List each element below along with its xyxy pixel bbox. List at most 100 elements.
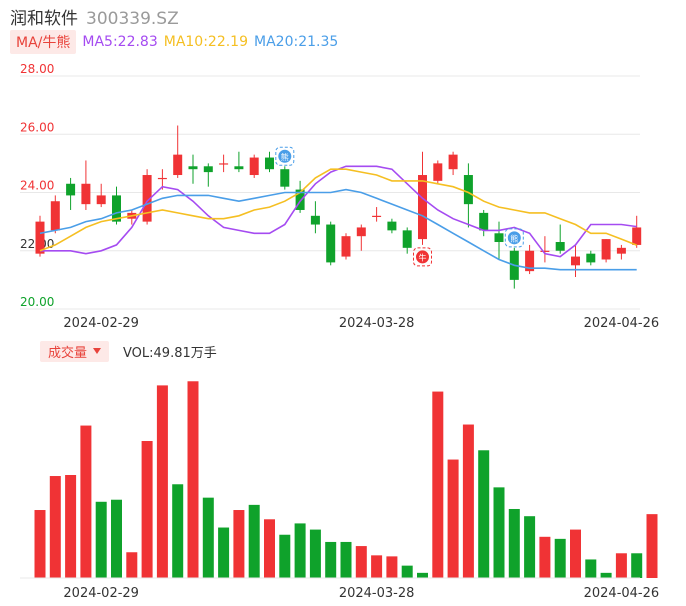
candle-body <box>372 215 382 217</box>
candle-body <box>234 166 244 170</box>
candle-body <box>479 212 489 231</box>
volume-legend: 成交量 VOL:49.81万手 <box>40 340 217 362</box>
marker-dot <box>278 149 292 163</box>
volume-bar <box>65 475 77 578</box>
ma10-legend: MA10:22.19 <box>163 34 249 50</box>
x-tick-label: 2024-03-28 <box>339 316 415 331</box>
candle-body <box>66 183 76 196</box>
volume-bar <box>218 527 230 578</box>
x-tick-label: 2024-02-29 <box>63 316 139 331</box>
volume-bar <box>340 541 352 578</box>
candle-body <box>96 195 106 205</box>
candle-body <box>433 163 443 181</box>
volume-bar <box>554 538 566 578</box>
volume-bar <box>111 499 122 578</box>
ma20-legend: MA20:21.35 <box>254 34 339 50</box>
candle-body <box>632 227 642 245</box>
volume-bar <box>172 484 184 578</box>
y-tick-label: 24.00 <box>20 179 54 193</box>
volume-bar <box>49 476 61 578</box>
candle-body <box>555 242 565 251</box>
volume-indicator-label: 成交量 <box>48 345 88 361</box>
candle-body <box>50 201 60 231</box>
caret-down-icon <box>93 348 102 354</box>
volume-bar <box>325 541 337 578</box>
volume-bar <box>539 536 551 578</box>
y-tick-label: 20.00 <box>20 295 54 309</box>
candle-body <box>157 177 167 180</box>
volume-bar <box>493 487 505 578</box>
y-tick-label: 28.00 <box>20 62 54 76</box>
volume-bar <box>615 553 627 578</box>
marker-frame <box>413 247 432 267</box>
volume-indicator-dropdown[interactable]: 成交量 <box>40 340 110 362</box>
volume-bar <box>202 497 214 578</box>
volume-bar <box>248 504 260 578</box>
candle-body <box>203 166 213 173</box>
volume-bar <box>95 501 107 578</box>
volume-bar <box>126 552 138 578</box>
volume-bar <box>187 381 199 578</box>
marker-dot <box>507 231 521 245</box>
candle-body <box>571 256 580 266</box>
candle-body <box>463 175 473 205</box>
candle-body <box>418 175 427 240</box>
volume-value: VOL:49.81万手 <box>123 345 217 361</box>
candle-body <box>402 230 412 248</box>
volume-bar <box>462 424 474 578</box>
bear-marker-icon: 熊 <box>275 146 295 166</box>
candle-body <box>81 183 91 205</box>
x-tick-label: 2024-04-26 <box>584 316 660 331</box>
volume-bar <box>478 450 490 578</box>
candle-body <box>112 195 121 222</box>
volume-bar <box>156 385 168 578</box>
candle-body <box>295 189 305 210</box>
volume-bar <box>309 529 321 578</box>
x-tick-label: 2024-02-29 <box>63 586 139 601</box>
volume-bar <box>371 555 383 578</box>
volume-bar <box>233 510 245 578</box>
ma-indicator-tag[interactable]: MA/牛熊 <box>10 30 77 54</box>
volume-bar <box>432 391 444 578</box>
candle-body <box>326 224 336 263</box>
ma-legend: MA/牛熊 MA5:22.83 MA10:22.19 MA20:21.35 <box>10 30 339 54</box>
candle-body <box>601 239 611 260</box>
ma20-line <box>39 188 637 271</box>
volume-bar <box>508 508 520 578</box>
candle-body <box>341 236 351 257</box>
volume-bar <box>141 441 153 578</box>
candle-body <box>448 154 458 170</box>
marker-text: 熊 <box>281 152 289 162</box>
candle-body <box>280 169 290 187</box>
marker-text: 熊 <box>510 233 518 243</box>
volume-bar <box>524 516 536 578</box>
volume-bar <box>585 559 597 578</box>
marker-frame <box>504 228 524 248</box>
x-tick-label: 2024-04-26 <box>584 586 660 601</box>
volume-bar <box>401 565 413 578</box>
volume-bar <box>417 572 428 578</box>
volume-bar <box>355 546 367 578</box>
marker-dot <box>416 250 429 264</box>
candle-body <box>219 163 229 165</box>
ma5-line <box>40 165 637 258</box>
candle-body <box>356 227 366 237</box>
candle-body <box>586 253 596 263</box>
volume-bar <box>80 425 92 578</box>
candle-body <box>525 250 535 272</box>
candle-body <box>249 157 259 176</box>
candle-body <box>310 215 320 225</box>
stock-name: 润和软件 <box>10 9 78 29</box>
volume-bar <box>294 523 306 578</box>
stock-code: 300339.SZ <box>86 9 179 29</box>
candle-body <box>188 166 198 170</box>
volume-bar <box>447 459 459 578</box>
bull-marker-icon: 牛 <box>413 247 432 267</box>
marker-text: 牛 <box>419 252 427 262</box>
ma5-legend: MA5:22.83 <box>82 34 158 50</box>
ma10-line <box>39 168 637 252</box>
volume-bar <box>646 514 658 578</box>
candle-body <box>387 221 397 231</box>
candle-body <box>142 175 152 222</box>
